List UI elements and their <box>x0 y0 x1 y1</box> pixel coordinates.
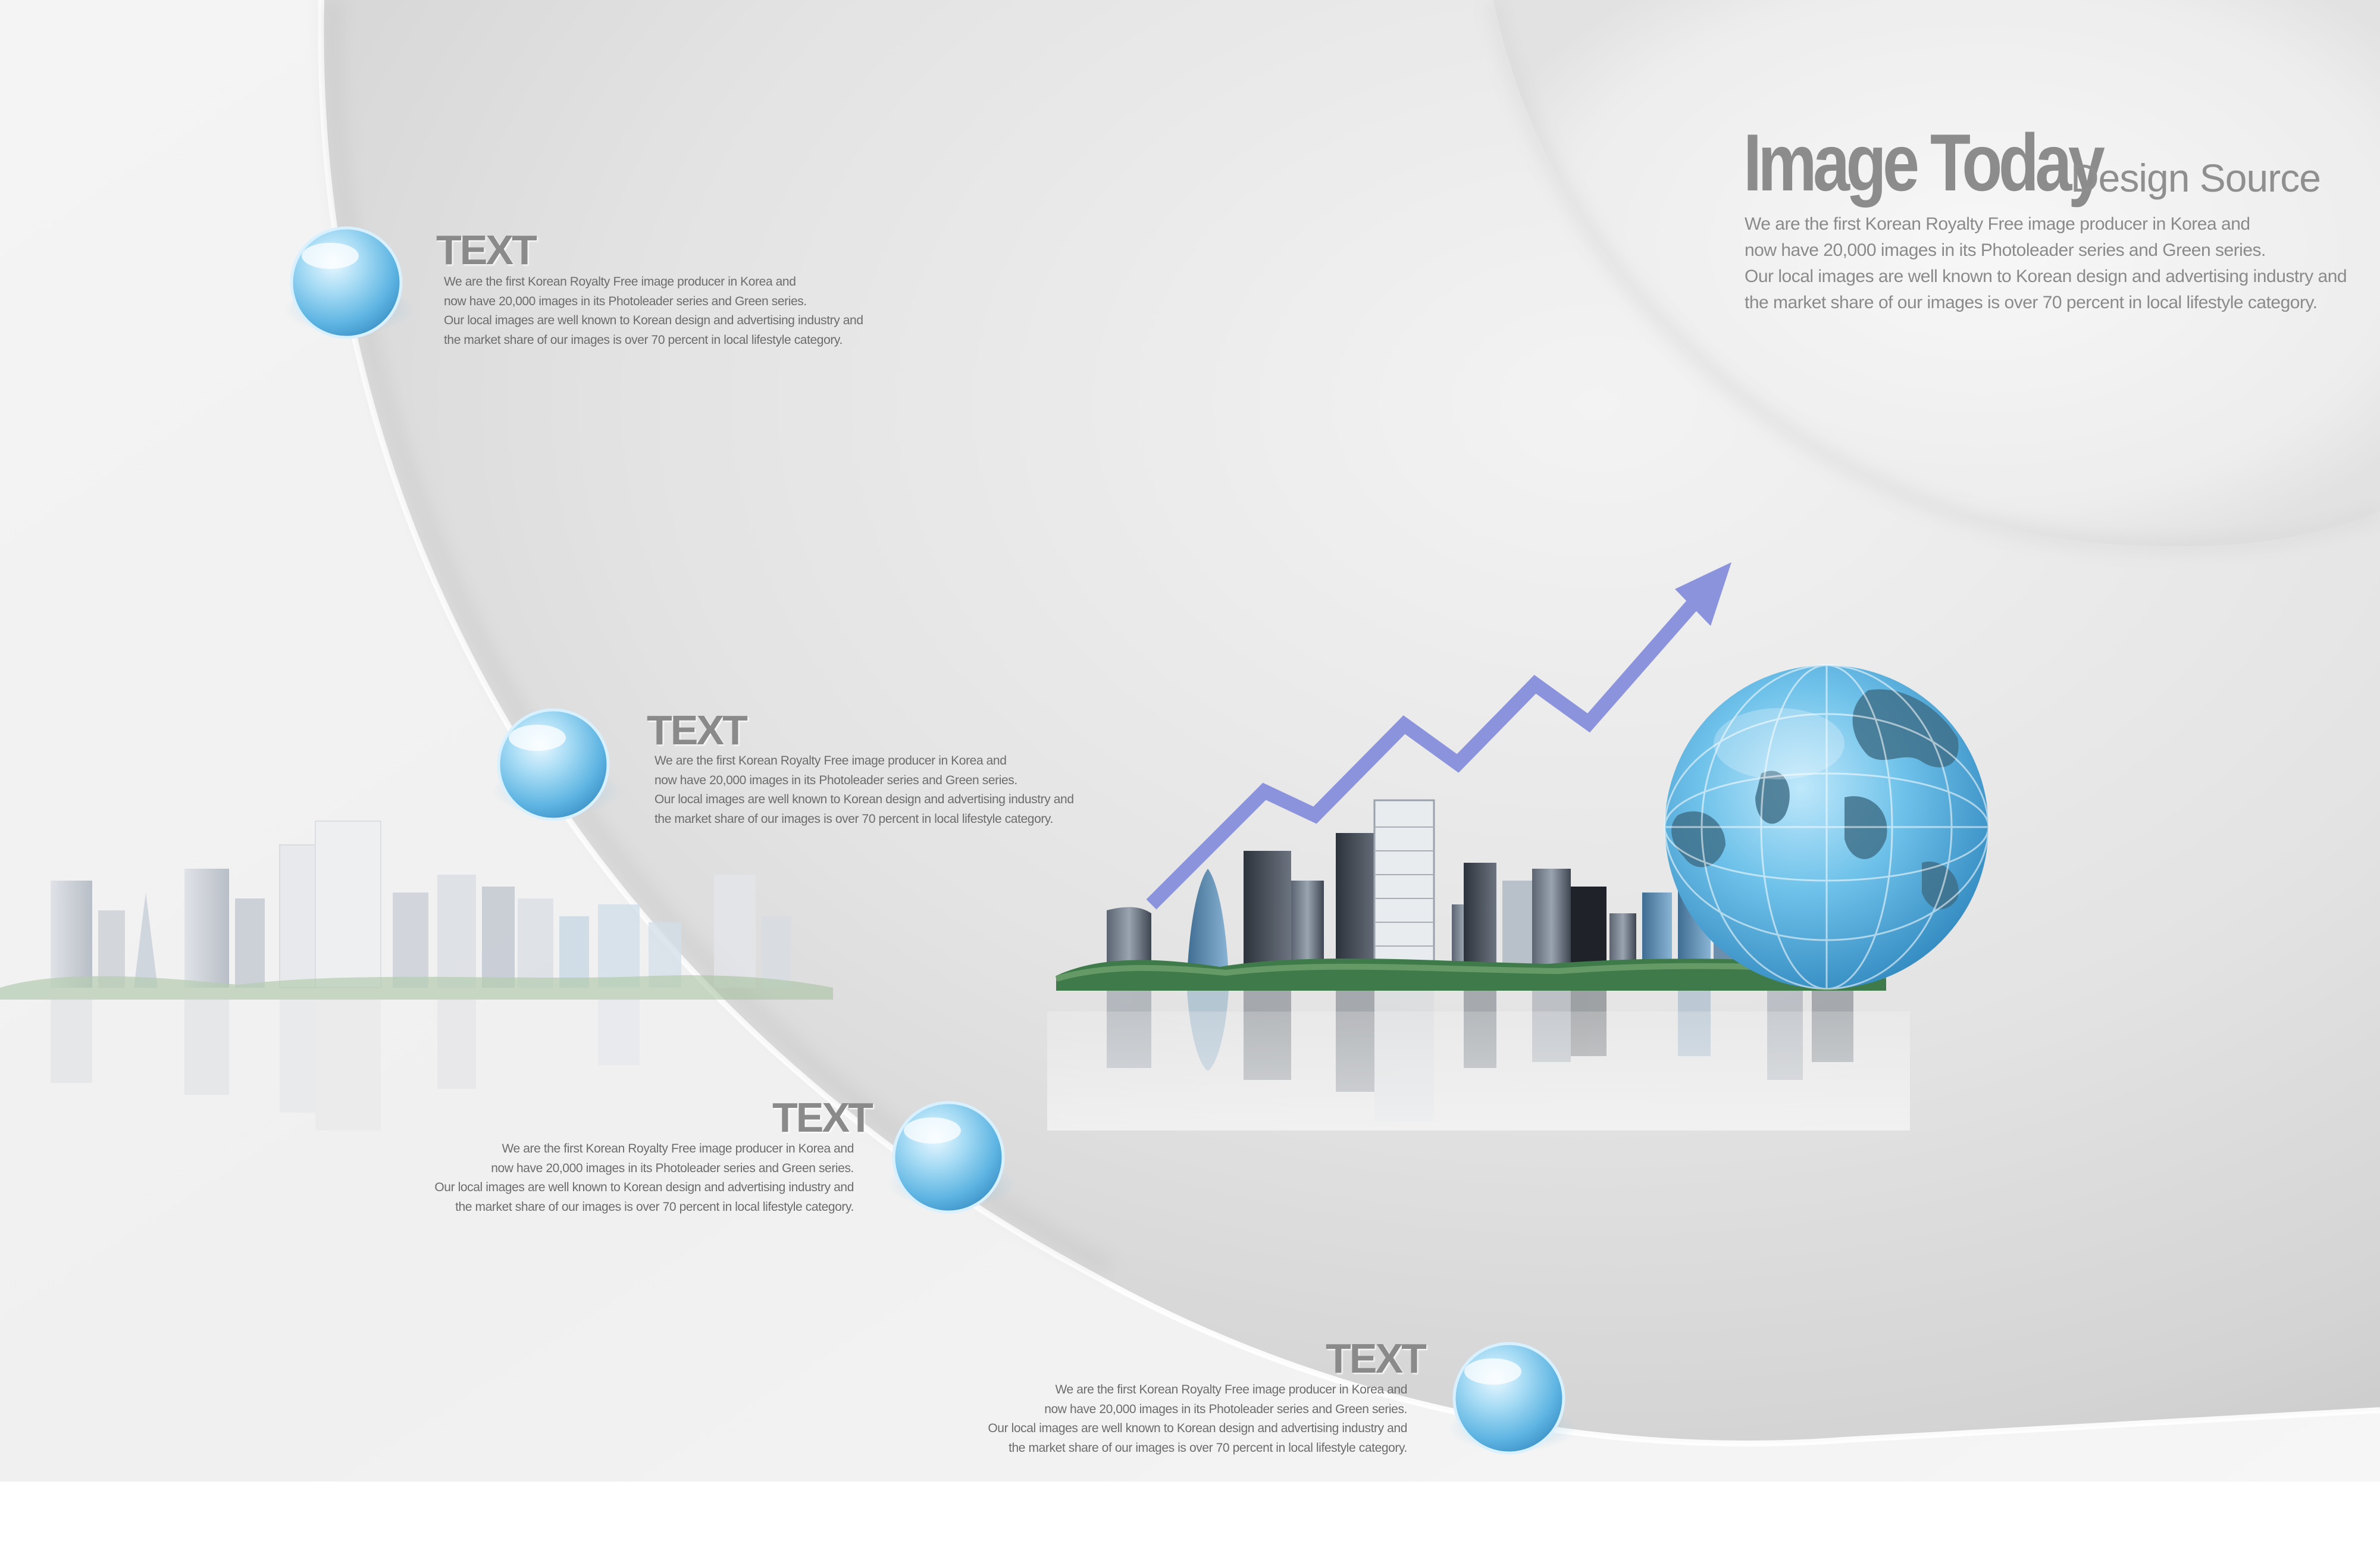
item-3-line: the market share of our images is over 7… <box>455 1200 854 1214</box>
item-3-line: Our local images are well known to Korea… <box>434 1180 854 1194</box>
item-1-heading: TEXT <box>436 227 537 273</box>
brand-description-line: now have 20,000 images in its Photoleade… <box>1745 240 2266 260</box>
item-1-line: We are the first Korean Royalty Free ima… <box>444 275 796 289</box>
brand-subtitle: Design Source <box>2071 156 2321 200</box>
item-2-text: We are the first Korean Royalty Free ima… <box>654 751 1074 829</box>
left-tree-line <box>0 975 833 1000</box>
item-2-line: Our local images are well known to Korea… <box>654 793 1074 806</box>
brand-main-title: Image Today <box>1743 117 2105 208</box>
reflection-fade <box>1047 1012 1910 1130</box>
bubble-1 <box>284 226 415 339</box>
item-4-line: the market share of our images is over 7… <box>1009 1440 1407 1455</box>
left-skyline-reflection <box>51 1000 640 1130</box>
item-1-line: Our local images are well known to Korea… <box>444 314 863 327</box>
left-skyline-illustration <box>0 821 833 1130</box>
item-1-text: We are the first Korean Royalty Free ima… <box>444 273 863 350</box>
globe-illustration <box>1664 664 1990 990</box>
globe-gridlines <box>1664 664 1990 990</box>
item-4-text: We are the first Korean Royalty Free ima… <box>988 1380 1407 1458</box>
item-4-line: now have 20,000 images in its Photoleade… <box>1044 1402 1407 1416</box>
growth-arrow-line <box>1146 596 1702 910</box>
item-2-heading: TEXT <box>647 707 748 753</box>
growth-arrow-head <box>1675 562 1731 626</box>
central-skyline-illustration <box>1047 799 1910 1130</box>
growth-arrow <box>1146 562 1731 910</box>
lens-shadow <box>1487 0 2380 553</box>
item-3-line: We are the first Korean Royalty Free ima… <box>502 1142 854 1155</box>
item-2-line: the market share of our images is over 7… <box>654 812 1053 826</box>
item-1-line: now have 20,000 images in its Photoleade… <box>444 294 807 308</box>
item-4-line: We are the first Korean Royalty Free ima… <box>1055 1383 1408 1396</box>
bottom-strip <box>0 1482 2380 1547</box>
brand-title: Image Today Design Source <box>1743 116 2321 209</box>
brand-description-line: Our local images are well known to Korea… <box>1745 267 2347 286</box>
brand-description-line: We are the first Korean Royalty Free ima… <box>1745 214 2250 234</box>
bubble-2 <box>491 708 622 821</box>
globe-shine <box>1714 708 1844 779</box>
item-2-line: We are the first Korean Royalty Free ima… <box>654 754 1007 768</box>
item-3-text: We are the first Korean Royalty Free ima… <box>434 1139 854 1217</box>
globe-continents <box>1671 689 1959 910</box>
bubble-4 <box>1447 1342 1578 1455</box>
brand-description-line: the market share of our images is over 7… <box>1745 293 2318 312</box>
item-3-line: now have 20,000 images in its Photoleade… <box>491 1161 854 1175</box>
item-2-line: now have 20,000 images in its Photoleade… <box>654 773 1017 787</box>
tower-windows <box>1374 826 1434 947</box>
corner-lens <box>1493 0 2380 547</box>
item-1-line: the market share of our images is over 7… <box>444 333 843 347</box>
item-4-line: Our local images are well known to Korea… <box>988 1421 1407 1435</box>
bubble-3 <box>887 1101 1017 1214</box>
item-3-heading: TEXT <box>772 1094 873 1141</box>
left-skyline-buildings <box>51 821 791 988</box>
item-4-heading: TEXT <box>1326 1335 1427 1382</box>
brand-description: We are the first Korean Royalty Free ima… <box>1745 211 2347 316</box>
band-highlight-edge <box>318 0 2380 1447</box>
